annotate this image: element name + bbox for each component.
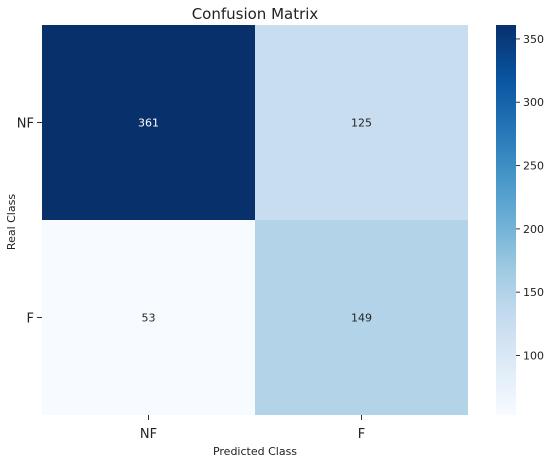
- chart-title: Confusion Matrix: [192, 5, 319, 23]
- cell-value-label: 125: [351, 117, 372, 130]
- heatmap-cells: [42, 25, 468, 415]
- y-axis-ticks: NF F: [17, 117, 42, 327]
- colorbar-tick-label: 100: [523, 349, 544, 362]
- cell-value-label: 53: [142, 312, 156, 325]
- heatmap-cell-nf-f: [255, 25, 468, 220]
- colorbar-ticks: 100 150 200 250 300 350: [516, 33, 544, 362]
- y-tick-label: NF: [17, 117, 34, 132]
- heatmap-cell-labels: 361 125 53 149: [138, 117, 372, 325]
- y-axis-label: Real Class: [5, 194, 18, 250]
- colorbar: [496, 25, 516, 415]
- x-axis-label: Predicted Class: [213, 445, 297, 458]
- heatmap-cell-f-nf: [42, 220, 255, 415]
- y-tick-label: F: [27, 312, 34, 327]
- colorbar-tick-label: 350: [523, 33, 544, 46]
- colorbar-tick-label: 200: [523, 223, 544, 236]
- cell-value-label: 149: [351, 312, 372, 325]
- cell-value-label: 361: [138, 117, 159, 130]
- heatmap-cell-nf-nf: [42, 25, 255, 220]
- colorbar-tick-label: 150: [523, 286, 544, 299]
- colorbar-tick-label: 250: [523, 160, 544, 173]
- heatmap-cell-f-f: [255, 220, 468, 415]
- x-tick-label: NF: [140, 427, 157, 442]
- colorbar-tick-label: 300: [523, 96, 544, 109]
- x-tick-label: F: [358, 427, 365, 442]
- x-axis-ticks: NF F: [140, 415, 365, 442]
